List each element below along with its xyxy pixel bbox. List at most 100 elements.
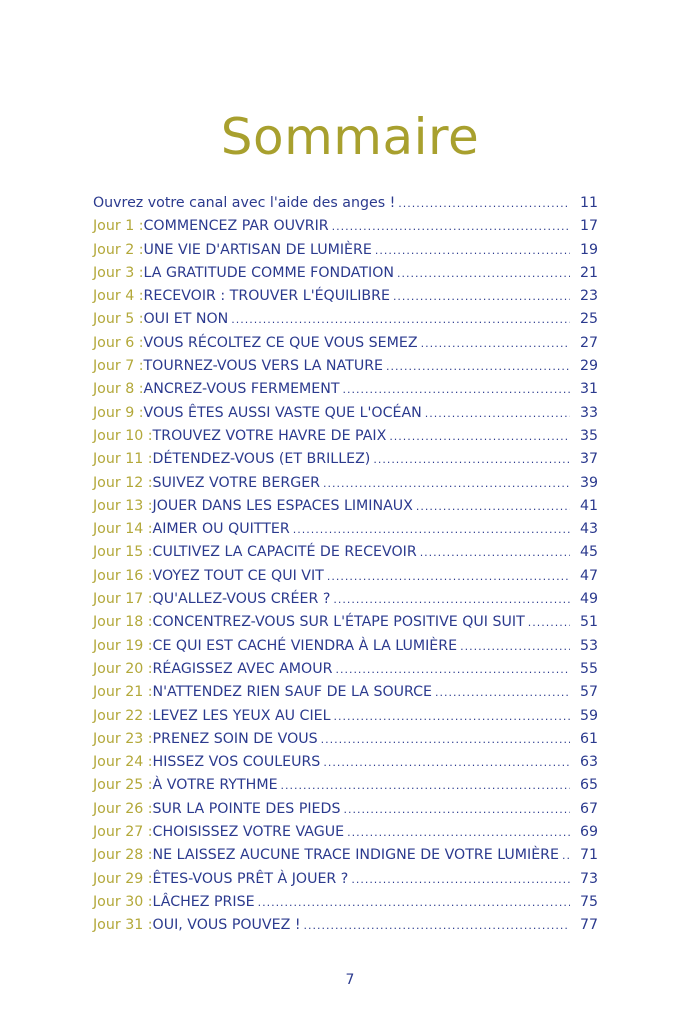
- dot-leader: [397, 265, 570, 281]
- entry-title: N'ATTENDEZ RIEN SAUF DE LA SOURCE: [152, 684, 433, 701]
- dot-leader: [231, 311, 570, 327]
- toc-entry[interactable]: Jour 12 : SUIVEZ VOTRE BERGER 39: [93, 475, 598, 498]
- entry-title: RECEVOIR : TROUVER L'ÉQUILIBRE: [143, 288, 390, 305]
- toc-entry[interactable]: Jour 31 : OUI, VOUS POUVEZ ! 77: [93, 917, 598, 940]
- toc-entry[interactable]: Jour 4 : RECEVOIR : TROUVER L'ÉQUILIBRE 2…: [93, 288, 598, 311]
- dot-leader: [389, 428, 570, 444]
- dot-leader: [281, 777, 570, 793]
- page-number: 7: [345, 972, 355, 988]
- entry-title: ÊTES-VOUS PRÊT À JOUER ?: [152, 870, 349, 887]
- toc-entry[interactable]: Jour 26 : SUR LA POINTE DES PIEDS 67: [93, 801, 598, 824]
- day-prefix: Jour 3 :: [93, 264, 144, 281]
- entry-title: ANCREZ-VOUS FERMEMENT: [143, 381, 340, 398]
- day-prefix: Jour 21 :: [93, 684, 153, 701]
- entry-title: TOURNEZ-VOUS VERS LA NATURE: [143, 358, 384, 375]
- day-prefix: Jour 25 :: [93, 777, 153, 794]
- toc-entry[interactable]: Jour 11 : DÉTENDEZ-VOUS (ET BRILLEZ) 37: [93, 451, 598, 474]
- day-prefix: Jour 16 :: [93, 567, 153, 584]
- day-prefix: Jour 6 :: [93, 334, 144, 351]
- day-prefix: Jour 19 :: [93, 637, 153, 654]
- dot-leader: [323, 754, 570, 770]
- dot-leader: [393, 288, 570, 304]
- entry-title: NE LAISSEZ AUCUNE TRACE INDIGNE DE VOTRE…: [152, 847, 560, 864]
- toc-entry[interactable]: Jour 2 : UNE VIE D'ARTISAN DE LUMIÈRE 19: [93, 242, 598, 265]
- toc-entry[interactable]: Jour 28 : NE LAISSEZ AUCUNE TRACE INDIGN…: [93, 847, 598, 870]
- day-prefix: Jour 24 :: [93, 754, 153, 771]
- entry-title: LÂCHEZ PRISE: [152, 893, 255, 910]
- entry-page: 11: [579, 195, 598, 211]
- toc-entry[interactable]: Jour 10 : TROUVEZ VOTRE HAVRE DE PAIX 35: [93, 428, 598, 451]
- toc-entry[interactable]: Jour 8 : ANCREZ-VOUS FERMEMENT 31: [93, 381, 598, 404]
- entry-title: QU'ALLEZ-VOUS CRÉER ?: [152, 591, 331, 608]
- toc-entry[interactable]: Jour 24 : HISSEZ VOS COULEURS 63: [93, 754, 598, 777]
- toc-entry[interactable]: Jour 7 : TOURNEZ-VOUS VERS LA NATURE 29: [93, 358, 598, 381]
- toc-entry[interactable]: Jour 16 : VOYEZ TOUT CE QUI VIT 47: [93, 568, 598, 591]
- toc-entry[interactable]: Jour 19 : CE QUI EST CACHÉ VIENDRA À LA …: [93, 638, 598, 661]
- toc-entry[interactable]: Jour 22 : LEVEZ LES YEUX AU CIEL 59: [93, 708, 598, 731]
- dot-leader: [333, 591, 570, 607]
- dot-leader: [327, 568, 570, 584]
- entry-page: 39: [579, 474, 598, 491]
- toc-entry[interactable]: Jour 20 : RÉAGISSEZ AVEC AMOUR 55: [93, 661, 598, 684]
- toc-entry[interactable]: Jour 6 : VOUS RÉCOLTEZ CE QUE VOUS SEMEZ…: [93, 335, 598, 358]
- entry-title: CULTIVEZ LA CAPACITÉ DE RECEVOIR: [152, 544, 417, 561]
- entry-page: 41: [579, 497, 598, 514]
- entry-page: 51: [579, 614, 598, 631]
- toc-entry[interactable]: Ouvrez votre canal avec l'aide des anges…: [93, 195, 598, 218]
- day-prefix: Jour 18 :: [93, 614, 153, 631]
- entry-page: 19: [579, 241, 598, 258]
- day-prefix: Jour 1 :: [93, 218, 144, 235]
- day-prefix: Jour 2 :: [93, 241, 144, 258]
- entry-page: 21: [579, 264, 598, 281]
- dot-leader: [343, 801, 570, 817]
- dot-leader: [347, 824, 570, 840]
- dot-leader: [323, 475, 570, 491]
- entry-title: COMMENCEZ PAR OUVRIR: [143, 218, 329, 235]
- entry-title: CONCENTREZ-VOUS SUR L'ÉTAPE POSITIVE QUI…: [152, 614, 525, 631]
- dot-leader: [425, 405, 570, 421]
- day-prefix: Jour 10 :: [93, 427, 153, 444]
- toc-entry[interactable]: Jour 1 : COMMENCEZ PAR OUVRIR 17: [93, 218, 598, 241]
- entry-page: 29: [579, 358, 598, 375]
- entry-title: SUR LA POINTE DES PIEDS: [152, 800, 341, 817]
- day-prefix: Jour 23 :: [93, 730, 153, 747]
- toc-entry[interactable]: Jour 18 : CONCENTREZ-VOUS SUR L'ÉTAPE PO…: [93, 614, 598, 637]
- toc-entry[interactable]: Jour 30 : LÂCHEZ PRISE 75: [93, 894, 598, 917]
- dot-leader: [460, 638, 570, 654]
- dot-leader: [420, 544, 570, 560]
- toc-entry[interactable]: Jour 14 : AIMER OU QUITTER 43: [93, 521, 598, 544]
- toc-entry[interactable]: Jour 17 : QU'ALLEZ-VOUS CRÉER ? 49: [93, 591, 598, 614]
- toc-entry[interactable]: Jour 9 : VOUS ÊTES AUSSI VASTE QUE L'OCÉ…: [93, 405, 598, 428]
- day-prefix: Jour 11 :: [93, 451, 153, 468]
- toc-entry[interactable]: Jour 13 : JOUER DANS LES ESPACES LIMINAU…: [93, 498, 598, 521]
- entry-title: AIMER OU QUITTER: [152, 521, 290, 538]
- entry-page: 45: [579, 544, 598, 561]
- entry-title: CHOISISSEZ VOTRE VAGUE: [152, 824, 345, 841]
- toc-entry[interactable]: Jour 29 : ÊTES-VOUS PRÊT À JOUER ? 73: [93, 871, 598, 894]
- dot-leader: [343, 381, 570, 397]
- day-prefix: Jour 22 :: [93, 707, 153, 724]
- toc-entry[interactable]: Jour 15 : CULTIVEZ LA CAPACITÉ DE RECEVO…: [93, 544, 598, 567]
- dot-leader: [258, 894, 570, 910]
- day-prefix: Jour 27 :: [93, 824, 153, 841]
- toc-entry[interactable]: Jour 25 : À VOTRE RYTHME 65: [93, 777, 598, 800]
- toc-entry[interactable]: Jour 3 : LA GRATITUDE COMME FONDATION 21: [93, 265, 598, 288]
- toc-entry[interactable]: Jour 21 : N'ATTENDEZ RIEN SAUF DE LA SOU…: [93, 684, 598, 707]
- entry-title: VOYEZ TOUT CE QUI VIT: [152, 567, 324, 584]
- dot-leader: [321, 731, 570, 747]
- entry-title: JOUER DANS LES ESPACES LIMINAUX: [152, 497, 413, 514]
- day-prefix: Jour 31 :: [93, 917, 153, 934]
- day-prefix: Jour 15 :: [93, 544, 153, 561]
- entry-page: 65: [579, 777, 598, 794]
- entry-title: LEVEZ LES YEUX AU CIEL: [152, 707, 331, 724]
- toc-entry[interactable]: Jour 27 : CHOISISSEZ VOTRE VAGUE 69: [93, 824, 598, 847]
- table-of-contents: Ouvrez votre canal avec l'aide des anges…: [93, 195, 598, 941]
- day-prefix: Jour 13 :: [93, 497, 153, 514]
- entry-title: CE QUI EST CACHÉ VIENDRA À LA LUMIÈRE: [152, 637, 458, 654]
- entry-page: 61: [579, 730, 598, 747]
- entry-page: 31: [579, 381, 598, 398]
- entry-page: 55: [579, 660, 598, 677]
- entry-page: 37: [579, 451, 598, 468]
- toc-entry[interactable]: Jour 23 : PRENEZ SOIN DE VOUS 61: [93, 731, 598, 754]
- toc-entry[interactable]: Jour 5 : OUI ET NON 25: [93, 311, 598, 334]
